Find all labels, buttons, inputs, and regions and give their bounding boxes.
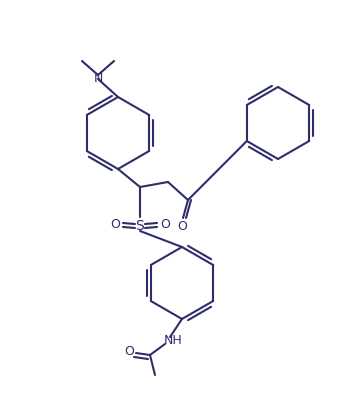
Text: O: O xyxy=(177,220,187,233)
Text: O: O xyxy=(110,218,120,231)
Text: S: S xyxy=(136,219,145,233)
Text: O: O xyxy=(160,218,170,231)
Text: N: N xyxy=(93,71,103,84)
Text: NH: NH xyxy=(164,334,182,346)
Text: O: O xyxy=(124,344,134,358)
